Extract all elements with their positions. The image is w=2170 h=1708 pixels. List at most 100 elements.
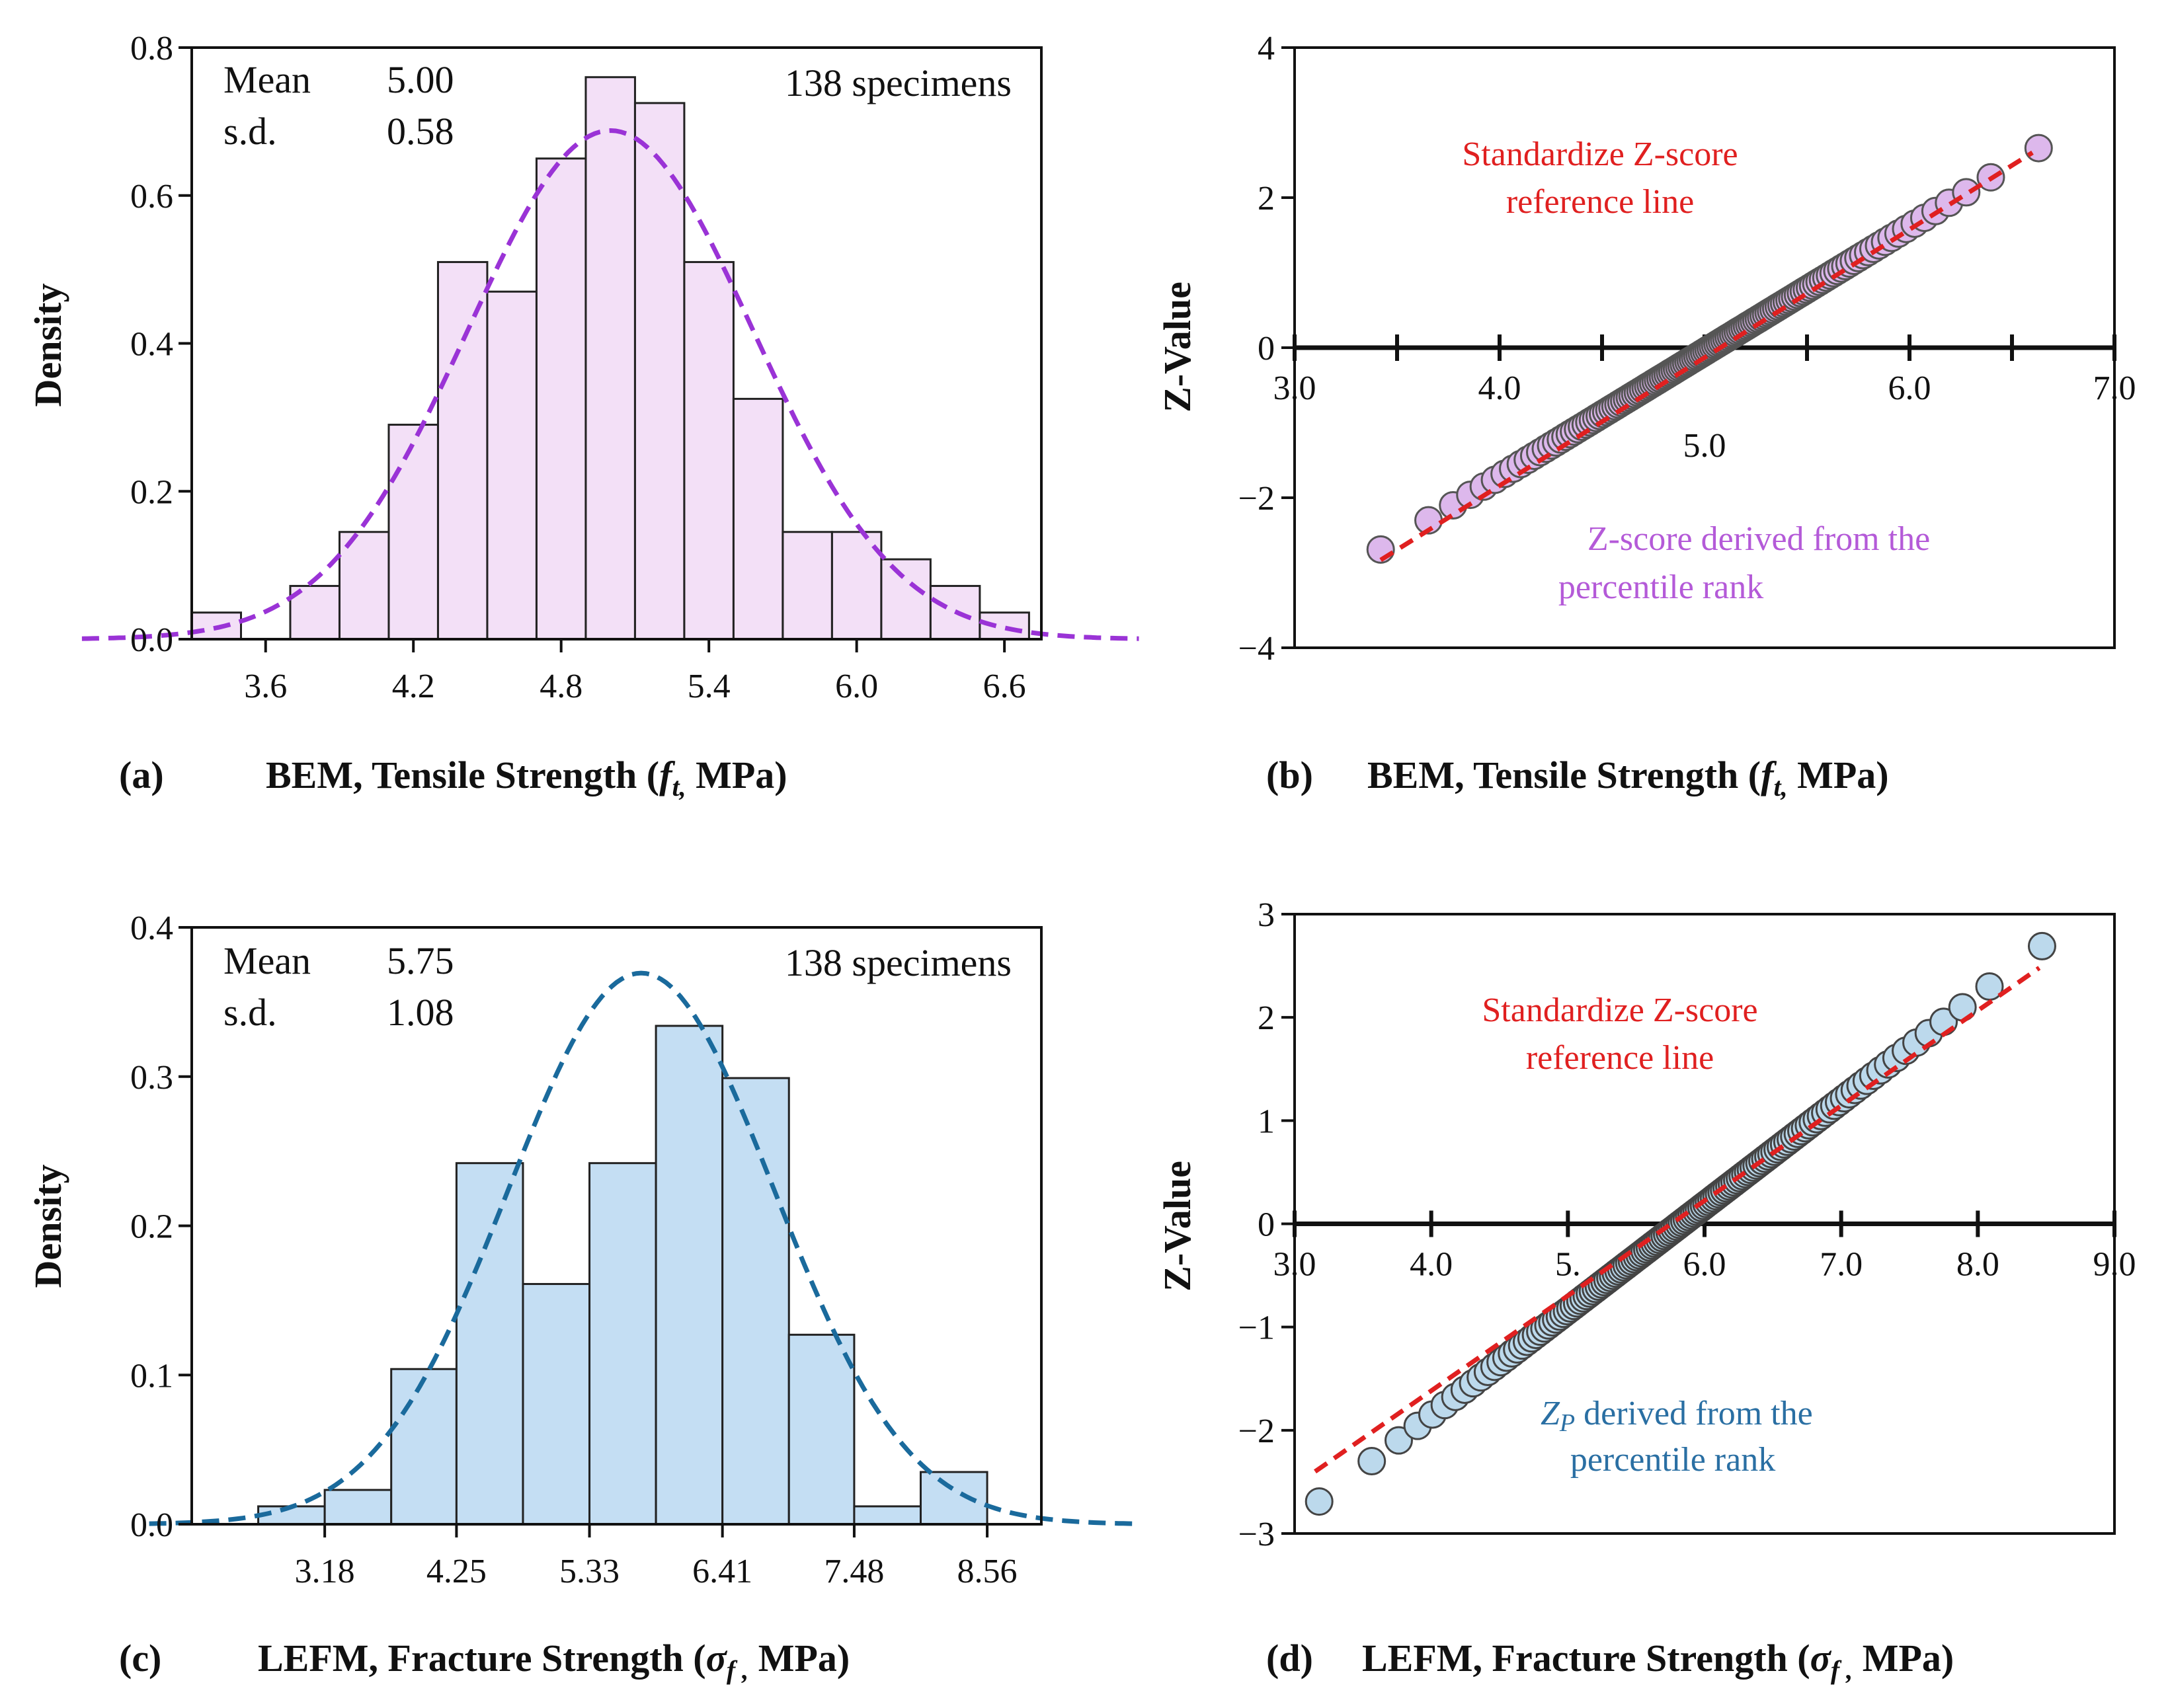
x-tick-label: 5.4 bbox=[688, 668, 731, 705]
y-axis-label: Density bbox=[26, 284, 69, 407]
zplot-panel-b: 3.0 4.0 5.0 6.0 7.0 −4 −2 0 2 4 Standardize Z-sc… bbox=[1156, 30, 2136, 802]
y-tick-label: 0 bbox=[1258, 330, 1275, 368]
y-tick-label: 0.4 bbox=[130, 326, 173, 364]
y-tick-label: 0.3 bbox=[130, 1059, 173, 1097]
x-ticks: 3.18 4.25 5.33 6.41 7.48 8.56 bbox=[295, 1524, 1018, 1590]
x-axis-label-subscript: t, bbox=[672, 772, 686, 802]
sd-value: 0.58 bbox=[387, 110, 454, 153]
panel-label: (c) bbox=[119, 1637, 161, 1680]
mean-value: 5.75 bbox=[387, 939, 454, 982]
points-annotation-symbol: Z bbox=[1541, 1395, 1560, 1432]
ref-line-annotation-2: reference line bbox=[1506, 183, 1694, 221]
x-axis-label-symbol: σ bbox=[1810, 1637, 1832, 1680]
zplot-panel-d: 3.0 4.0 5. 6.0 7.0 8.0 9.0 −3 −2 −1 0 1 2 3 Standard… bbox=[1156, 896, 2136, 1685]
ref-line-annotation-1: Standardize Z-score bbox=[1482, 991, 1757, 1029]
x-tick-label: 3.6 bbox=[244, 668, 287, 705]
data-point bbox=[2024, 134, 2053, 163]
points-annotation-2: percentile rank bbox=[1558, 568, 1763, 606]
x-tick-label: 5. bbox=[1555, 1246, 1581, 1284]
x-tick-label: 8.0 bbox=[1956, 1246, 1999, 1284]
y-ticks: −4 −2 0 2 4 bbox=[1238, 30, 1295, 668]
histogram-bar bbox=[323, 1489, 393, 1526]
histogram-bar bbox=[782, 531, 833, 640]
histogram-bar bbox=[486, 290, 538, 640]
x-axis-label-subscript: t, bbox=[1773, 772, 1787, 802]
histogram-bar bbox=[588, 1162, 657, 1526]
x-axis-label-suffix: MPa) bbox=[686, 754, 787, 796]
y-tick-label: 1 bbox=[1258, 1103, 1275, 1140]
y-axis-label: Density bbox=[26, 1165, 69, 1288]
histogram-bars bbox=[257, 1025, 988, 1526]
histogram-panel-a: 3.6 4.2 4.8 5.4 6.0 6.6 0.00.20.40.60.8 Mean … bbox=[26, 30, 1139, 802]
y-tick-label: 3 bbox=[1258, 896, 1275, 934]
x-ticks: 3.6 4.2 4.8 5.4 6.0 6.6 bbox=[244, 639, 1026, 705]
data-point bbox=[1975, 972, 2004, 1001]
histogram-bar bbox=[655, 1025, 724, 1526]
histogram-bar bbox=[584, 76, 636, 640]
x-tick-label: 5.33 bbox=[559, 1553, 620, 1590]
panel-label: (b) bbox=[1266, 754, 1313, 796]
reference-line bbox=[1314, 966, 2041, 1474]
x-axis-label: BEM, Tensile Strength (ft, MPa) bbox=[1367, 754, 1889, 802]
histogram-bar bbox=[919, 1471, 988, 1526]
histogram-bar bbox=[633, 102, 686, 640]
x-tick-label: 5.0 bbox=[1683, 427, 1726, 465]
x-axis-label-prefix: BEM, Tensile Strength ( bbox=[266, 754, 659, 796]
y-tick-label: 0.8 bbox=[130, 30, 173, 67]
y-tick-label: −4 bbox=[1238, 630, 1275, 668]
histogram-bar bbox=[390, 1368, 458, 1526]
y-ticks: 0.0 0.2 0.4 0.6 0.8 bbox=[130, 30, 192, 659]
data-point bbox=[1305, 1487, 1334, 1516]
specimen-count: 138 specimens bbox=[785, 61, 1012, 104]
points-annotation-1: ZP derived from the bbox=[1541, 1395, 1813, 1437]
x-tick-label: 4.25 bbox=[426, 1553, 487, 1590]
histogram-bar bbox=[387, 424, 439, 640]
y-tick-label: 0.6 bbox=[130, 178, 173, 215]
y-tick-label: 0 bbox=[1258, 1206, 1275, 1244]
histogram-panel-c: 3.18 4.25 5.33 6.41 7.48 8.56 0.0 0.1 0.2 0.3 0.4… bbox=[26, 910, 1133, 1685]
x-tick-label: 6.0 bbox=[1683, 1246, 1726, 1284]
histogram-bar bbox=[979, 611, 1030, 640]
y-ticks: −3 −2 −1 0 1 2 3 bbox=[1238, 896, 1295, 1553]
y-axis-label: Z-Value bbox=[1156, 282, 1199, 412]
x-tick-label: 3.0 bbox=[1273, 1246, 1316, 1284]
y-ticks: 0.0 0.1 0.2 0.3 0.4 bbox=[130, 910, 192, 1544]
y-tick-label: −3 bbox=[1238, 1516, 1275, 1553]
y-tick-label: 0.4 bbox=[130, 910, 173, 947]
y-tick-label: 0.2 bbox=[130, 1208, 173, 1246]
histogram-bar bbox=[338, 531, 390, 640]
y-tick-label: 0.0 bbox=[130, 1506, 173, 1544]
histogram-bars bbox=[190, 76, 1030, 640]
points-annotation-text: derived from the bbox=[1575, 1395, 1813, 1432]
x-tick-label: 6.0 bbox=[835, 668, 878, 705]
x-tick-label: 7.0 bbox=[2093, 369, 2136, 407]
histogram-bar bbox=[522, 1283, 591, 1526]
x-tick-label: 8.56 bbox=[957, 1553, 1018, 1590]
x-tick-label: 6.0 bbox=[1888, 369, 1931, 407]
sd-value: 1.08 bbox=[387, 991, 454, 1034]
x-axis-label: LEFM, Fracture Strength (σf , MPa) bbox=[1362, 1637, 1954, 1685]
histogram-bar bbox=[436, 260, 489, 640]
sd-label: s.d. bbox=[223, 991, 277, 1034]
ref-line-annotation-1: Standardize Z-score bbox=[1462, 136, 1738, 173]
histogram-bar bbox=[721, 1077, 790, 1526]
points-annotation-2: percentile rank bbox=[1570, 1441, 1775, 1479]
normal-fit-curve bbox=[81, 128, 1139, 641]
histogram-bar bbox=[683, 260, 735, 640]
x-axis-label-prefix: BEM, Tensile Strength ( bbox=[1367, 754, 1761, 796]
data-point bbox=[1357, 1447, 1386, 1476]
points-annotation-1: Z-score derived from the bbox=[1587, 520, 1930, 558]
y-tick-label: 0.0 bbox=[130, 621, 173, 659]
histogram-bar bbox=[535, 157, 587, 640]
data-point bbox=[2027, 931, 2056, 960]
x-tick-label: 6.6 bbox=[983, 668, 1026, 705]
x-tick-label: 4.0 bbox=[1478, 369, 1521, 407]
x-axis-label: BEM, Tensile Strength (ft, MPa) bbox=[266, 754, 787, 802]
x-tick-label: 7.0 bbox=[1820, 1246, 1863, 1284]
y-tick-label: −2 bbox=[1238, 1413, 1275, 1450]
x-axis-label-subscript: f , bbox=[727, 1655, 748, 1685]
data-points bbox=[1366, 134, 2053, 564]
x-axis-label-suffix: MPa) bbox=[1853, 1637, 1954, 1680]
histogram-bar bbox=[880, 558, 932, 640]
